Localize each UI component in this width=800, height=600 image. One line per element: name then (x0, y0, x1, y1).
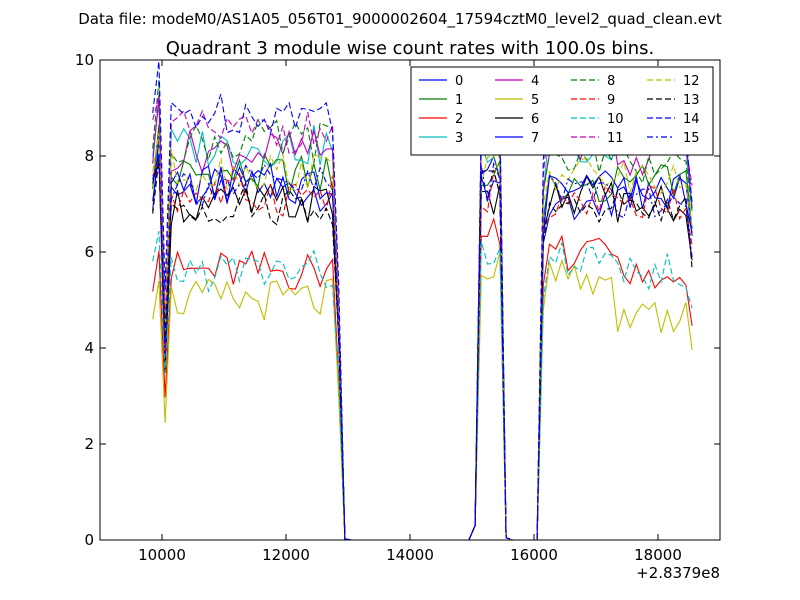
legend-label-2: 2 (455, 112, 463, 127)
y-tick-label: 8 (84, 147, 94, 165)
legend-label-11: 11 (607, 131, 624, 146)
x-offset-label: +2.8379e8 (636, 564, 720, 582)
legend-label-12: 12 (683, 74, 700, 89)
legend-label-5: 5 (531, 93, 539, 108)
x-tick-label: 14000 (386, 546, 434, 564)
legend-label-1: 1 (455, 93, 463, 108)
y-tick-label: 4 (84, 339, 94, 357)
legend-label-10: 10 (607, 112, 624, 127)
x-tick-label: 16000 (510, 546, 558, 564)
legend-label-3: 3 (455, 131, 463, 146)
legend-frame (410, 66, 714, 156)
legend-label-9: 9 (607, 93, 615, 108)
legend-label-14: 14 (683, 112, 700, 127)
legend-label-0: 0 (455, 74, 463, 89)
y-tick-label: 0 (84, 531, 94, 549)
legend-label-8: 8 (607, 74, 615, 89)
x-tick-label: 10000 (138, 546, 186, 564)
figure-suptitle: Data file: modeM0/AS1A05_056T01_90000026… (78, 10, 722, 29)
chart-title: Quadrant 3 module wise count rates with … (166, 38, 655, 59)
legend-label-7: 7 (531, 131, 539, 146)
legend-label-4: 4 (531, 74, 539, 89)
x-tick-label: 18000 (634, 546, 682, 564)
y-tick-label: 6 (84, 243, 94, 261)
legend-label-6: 6 (531, 112, 539, 127)
y-tick-label: 2 (84, 435, 94, 453)
x-tick-label: 12000 (262, 546, 310, 564)
series-line-13 (152, 159, 693, 541)
y-tick-label: 10 (75, 51, 94, 69)
legend-label-15: 15 (683, 131, 700, 146)
legend-label-13: 13 (683, 93, 700, 108)
